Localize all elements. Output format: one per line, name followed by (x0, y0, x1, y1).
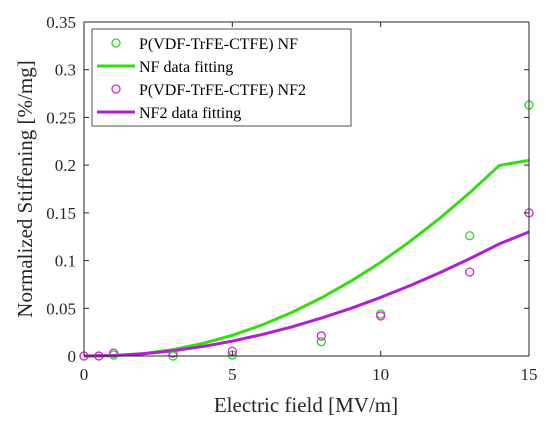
legend-marker (111, 84, 121, 94)
legend-entries: P(VDF-TrFE-CTFE) NF NF data fitting P(VDF-… (97, 36, 306, 122)
x-tick-label: 15 (521, 365, 538, 384)
y-tick-label: 0 (68, 347, 77, 366)
legend-label: NF2 data fitting (139, 105, 241, 122)
scatter-point (316, 331, 326, 341)
scatter-point (376, 311, 386, 321)
x-tick-label: 10 (372, 365, 389, 384)
x-tick-label: 5 (228, 365, 237, 384)
legend-marker (111, 38, 121, 48)
scatter-point (168, 348, 178, 358)
legend-label: P(VDF-TrFE-CTFE) NF2 (139, 82, 306, 99)
legend-label: P(VDF-TrFE-CTFE) NF (139, 36, 298, 53)
y-tick-label: 0.35 (46, 13, 76, 32)
legend: P(VDF-TrFE-CTFE) NF NF data fitting P(VDF-… (91, 28, 352, 127)
scatter-point (465, 267, 475, 277)
y-axis-title: Normalized Stiffening [%/mg] (13, 60, 37, 317)
y-tick-label: 0.2 (55, 156, 76, 175)
y-ticks: 0 0.05 0.1 0.15 0.2 0.25 0.3 0.35 (46, 13, 529, 366)
x-tick-label: 0 (80, 365, 89, 384)
plot-frame (83, 21, 530, 357)
y-tick-label: 0.05 (46, 299, 76, 318)
series-line (83, 230, 530, 358)
y-tick-label: 0.15 (46, 204, 76, 223)
x-ticks: 0 5 10 15 (80, 22, 538, 384)
scatter-point (109, 348, 119, 358)
y-tick-label: 0.25 (46, 108, 76, 127)
y-tick-label: 0.3 (55, 61, 76, 80)
x-axis-title: Electric field [MV/m] (214, 393, 398, 417)
scatter-point (465, 231, 475, 241)
scatter-point (316, 337, 326, 347)
legend-label: NF data fitting (139, 59, 233, 76)
y-tick-label: 0.1 (55, 252, 76, 271)
legend-box (91, 28, 352, 127)
